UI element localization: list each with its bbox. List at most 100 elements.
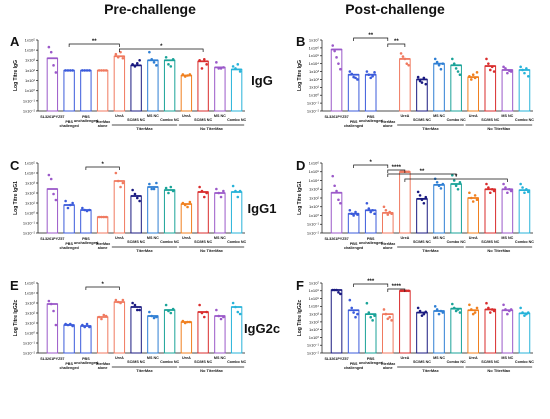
category-label: PBS challenged — [344, 362, 364, 370]
panel-letter-e: E — [10, 278, 19, 293]
significance-label: **** — [392, 165, 402, 171]
data-point — [384, 208, 388, 212]
data-point — [352, 214, 355, 217]
data-point — [135, 62, 139, 65]
y-tick-label: 1x10⁰ — [25, 88, 36, 93]
data-point — [83, 69, 87, 72]
data-point — [331, 44, 335, 47]
data-point — [152, 316, 156, 320]
significance-label: ** — [420, 169, 425, 175]
data-point — [183, 75, 187, 78]
data-point — [521, 311, 524, 314]
row-label-igg2c: IgG2c — [244, 321, 280, 336]
category-label-line: unchallenged — [359, 119, 384, 123]
data-point — [104, 314, 108, 318]
data-point — [152, 61, 156, 64]
bar — [467, 197, 480, 234]
data-point — [188, 320, 192, 324]
category-label: TiterMax alone — [380, 242, 396, 250]
category-label: TiterMax alone — [95, 120, 111, 128]
data-point — [399, 52, 403, 55]
group-label: TiterMax — [136, 368, 153, 373]
data-point — [416, 306, 420, 310]
data-point — [509, 70, 513, 73]
bar — [501, 69, 514, 112]
significance-label: ** — [394, 39, 399, 45]
y-tick-label: 1x10⁶ — [309, 45, 320, 50]
group-label: No TiterMax — [200, 126, 224, 131]
pre-challenge-title: Pre-challenge — [104, 1, 196, 17]
bar — [130, 64, 142, 112]
category-label-line: PBS — [367, 115, 375, 119]
data-point — [135, 308, 139, 312]
data-point — [217, 191, 221, 195]
data-point — [152, 187, 156, 191]
bar — [433, 63, 445, 112]
data-point — [454, 309, 458, 313]
category-label: MS NC — [214, 236, 226, 240]
data-point — [502, 303, 505, 307]
category-label: TiterMax alone — [380, 120, 396, 128]
data-point — [424, 310, 428, 314]
category-label: Combo NC — [160, 360, 179, 364]
data-point — [475, 71, 479, 74]
data-point — [150, 314, 154, 318]
data-point — [49, 177, 53, 181]
data-point — [441, 182, 445, 186]
bar — [450, 308, 462, 354]
data-point — [369, 76, 373, 80]
y-tick-label: 1x10⁴ — [25, 48, 36, 53]
data-point — [367, 207, 371, 210]
data-point — [114, 52, 118, 56]
category-label-line: challenged — [344, 366, 364, 370]
category-label-line: unchallenged — [74, 119, 99, 123]
data-point — [456, 70, 460, 73]
data-point — [234, 305, 237, 309]
data-point — [169, 311, 173, 315]
data-point — [333, 49, 336, 53]
y-tick-label: 1x10⁵ — [309, 169, 320, 174]
data-point — [135, 196, 139, 200]
category-label: SL3261PYZ57 — [324, 237, 348, 241]
data-point — [167, 191, 170, 195]
data-point — [407, 63, 410, 67]
data-point — [71, 324, 74, 328]
category-label: MS NC — [147, 114, 159, 118]
y-tick-label: 1x10⁻¹ — [307, 343, 320, 348]
significance-label: * — [455, 174, 458, 180]
data-point — [236, 195, 240, 199]
data-point — [236, 310, 240, 314]
bar — [214, 315, 226, 354]
row-label-igg1: IgG1 — [248, 201, 277, 216]
category-label: PBS unchallenged — [359, 237, 384, 245]
category-label-line: challenged — [59, 366, 79, 370]
category-label-line: alone — [383, 366, 393, 370]
bar — [163, 189, 176, 234]
data-point — [504, 186, 507, 189]
data-point — [188, 200, 192, 204]
category-label: SC/MS NC — [194, 360, 212, 364]
data-point — [183, 321, 187, 325]
category-label: UreA — [115, 356, 124, 360]
data-point — [215, 308, 218, 312]
category-label-line: TiterMax — [95, 362, 111, 366]
y-tick-label: 1x10⁵ — [25, 37, 36, 42]
bar — [433, 184, 445, 234]
data-point — [198, 185, 201, 189]
category-label: PBS unchallenged — [359, 115, 384, 123]
data-point — [222, 189, 225, 193]
category-label-line: alone — [98, 124, 108, 128]
data-point — [186, 74, 189, 77]
significance-label: * — [160, 44, 163, 50]
data-point — [488, 191, 492, 195]
bar — [330, 48, 343, 112]
data-point — [356, 213, 359, 216]
category-label: SL3261PYZ57 — [324, 115, 348, 119]
data-point — [200, 311, 204, 315]
data-point — [64, 69, 67, 72]
data-point — [521, 68, 524, 72]
category-label: MS NC — [501, 356, 513, 360]
significance-bracket — [387, 169, 406, 173]
category-label: MS NC — [501, 114, 513, 118]
category-label-line: TiterMax — [95, 120, 111, 124]
